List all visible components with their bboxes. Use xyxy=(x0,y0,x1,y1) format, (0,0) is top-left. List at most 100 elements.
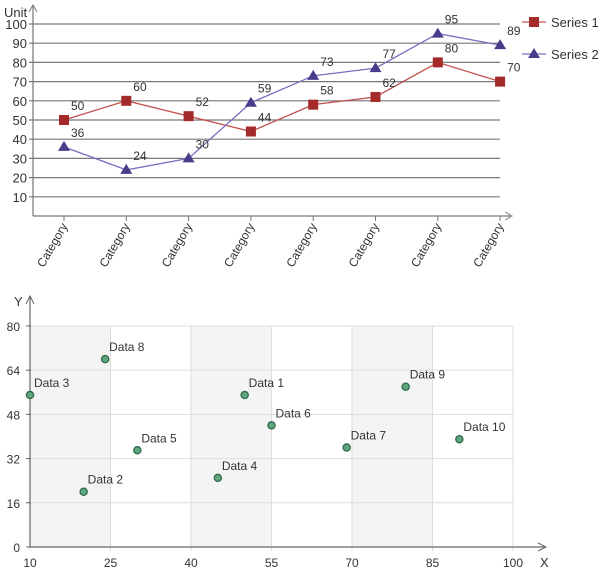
y-tick-label: 80 xyxy=(7,320,21,334)
x-tick-label: Category xyxy=(470,221,506,270)
grid-band xyxy=(191,325,272,547)
series-1-marker xyxy=(183,111,194,122)
series-1-marker xyxy=(121,95,132,106)
scatter-point xyxy=(213,473,223,483)
series-1-marker xyxy=(432,57,443,68)
series-line xyxy=(63,32,501,171)
scatter-point xyxy=(240,390,249,400)
series-2-marker xyxy=(120,163,133,174)
series-2-marker xyxy=(494,39,507,50)
data-label: 62 xyxy=(383,76,397,90)
x-tick-label: 55 xyxy=(265,556,279,570)
y-tick-label: 60 xyxy=(13,94,27,109)
point-label: Data 7 xyxy=(351,429,387,443)
y-axis-title: Unit xyxy=(4,5,28,20)
x-tick-label: Category xyxy=(408,221,444,270)
series-1-marker xyxy=(495,76,506,87)
legend-marker-icon xyxy=(528,48,540,58)
point-label: Data 2 xyxy=(88,473,124,487)
point-label: Data 9 xyxy=(410,368,446,382)
y-axis-arrow-icon xyxy=(28,3,38,13)
y-tick-label: 70 xyxy=(13,75,27,90)
scatter-point xyxy=(100,354,110,364)
x-axis-arrow-icon xyxy=(504,211,514,221)
data-label: 36 xyxy=(71,126,85,140)
y-tick-label: 20 xyxy=(13,171,27,186)
grid-band xyxy=(352,325,433,547)
x-tick-label: Category xyxy=(34,221,70,270)
legend-label: Series 1 xyxy=(551,15,599,30)
scatter-chart: 10 25 40 55 70 85 100 0 16 32 48 64 80 Y X Data 1 Data 2… xyxy=(7,294,549,570)
series-2-marker xyxy=(369,62,382,73)
x-axis-arrow-icon xyxy=(537,542,548,552)
data-label: 80 xyxy=(445,41,459,55)
y-tick-label: 50 xyxy=(13,113,27,128)
y-tick-label: 30 xyxy=(13,151,27,166)
series-2-marker xyxy=(431,27,444,38)
scatter-point xyxy=(342,443,351,452)
series-2-marker xyxy=(182,152,195,163)
y-tick-label: 16 xyxy=(7,497,21,511)
point-label: Data 3 xyxy=(34,376,70,390)
legend-label: Series 2 xyxy=(551,47,599,62)
data-label: 24 xyxy=(133,149,147,163)
y-tick-label: 80 xyxy=(13,55,27,70)
x-tick-label: Category xyxy=(346,221,382,270)
series-1-marker xyxy=(245,126,256,137)
scatter-point xyxy=(79,487,88,496)
x-tick-label: 40 xyxy=(184,556,198,570)
data-label: 50 xyxy=(71,99,85,113)
point-label: Data 1 xyxy=(249,376,285,390)
grid-band xyxy=(30,325,111,547)
x-tick-label: Category xyxy=(159,221,195,270)
scatter-point xyxy=(267,421,276,430)
point-label: Data 5 xyxy=(141,431,177,445)
y-tick-label: 100 xyxy=(5,17,27,32)
x-tick-label: 70 xyxy=(345,556,359,570)
point-label: Data 10 xyxy=(463,420,505,434)
series-line xyxy=(63,61,501,133)
data-label: 60 xyxy=(133,80,147,94)
data-label: 73 xyxy=(320,55,334,69)
point-label: Data 8 xyxy=(109,340,145,354)
y-tick-label: 90 xyxy=(13,36,27,51)
scatter-point xyxy=(455,434,464,444)
data-label: 44 xyxy=(258,111,272,125)
x-axis-title: X xyxy=(540,555,549,570)
data-label: 70 xyxy=(507,61,521,75)
y-tick-label: 40 xyxy=(13,132,27,147)
series-1-marker xyxy=(370,91,381,102)
y-axis-arrow-icon xyxy=(25,294,35,305)
x-tick-label: 100 xyxy=(503,556,523,570)
y-tick-label: 32 xyxy=(7,453,21,467)
series-2-marker xyxy=(307,69,320,80)
data-label: 52 xyxy=(196,95,210,109)
y-axis-title: Y xyxy=(14,294,23,309)
x-tick-label: 25 xyxy=(104,556,118,570)
data-label: 95 xyxy=(445,13,459,27)
scatter-point xyxy=(133,446,142,455)
series-1-marker xyxy=(308,99,319,110)
x-tick-label: Category xyxy=(221,221,257,270)
scatter-point xyxy=(401,382,410,391)
series-2-marker xyxy=(244,96,257,107)
x-tick-label: 10 xyxy=(23,556,37,570)
y-tick-label: 64 xyxy=(7,364,21,378)
data-label: 58 xyxy=(320,84,334,98)
x-tick-label: Category xyxy=(96,221,132,270)
point-label: Data 6 xyxy=(276,406,312,420)
point-label: Data 4 xyxy=(222,459,258,473)
legend-marker-icon xyxy=(529,17,539,27)
y-tick-label: 48 xyxy=(7,408,21,422)
data-label: 77 xyxy=(383,47,397,61)
scatter-point xyxy=(25,390,35,400)
series-1-marker xyxy=(59,115,69,125)
y-tick-label: 0 xyxy=(13,541,20,555)
data-label: 30 xyxy=(196,137,210,151)
x-tick-label: Category xyxy=(283,221,319,270)
data-label: 89 xyxy=(507,24,521,38)
y-tick-label: 10 xyxy=(13,190,27,205)
data-label: 59 xyxy=(258,82,272,96)
series-2-marker xyxy=(58,140,70,151)
